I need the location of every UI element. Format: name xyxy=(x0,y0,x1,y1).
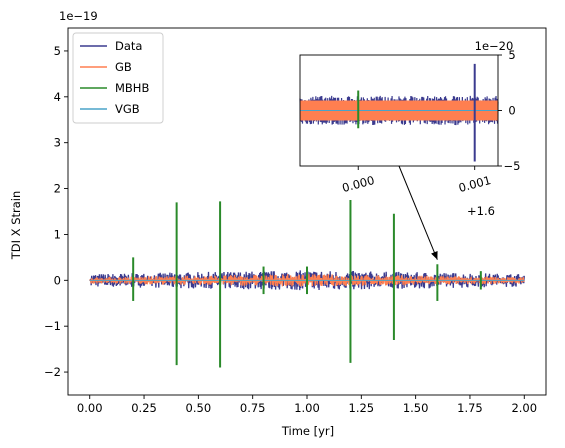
y-tick-label-5: 3 xyxy=(54,136,61,150)
x-tick-label-1: 0.25 xyxy=(131,401,157,415)
inset-y-offset-text: 1e−20 xyxy=(475,39,514,53)
x-tick-label-0: 0.00 xyxy=(77,401,103,415)
inset-plot: −5 0 51e−20 0.000 0.001 +1.6 xyxy=(299,39,521,218)
inset-y-tick-label-0: −5 xyxy=(504,159,521,173)
y-tick-label-3: 1 xyxy=(54,227,61,241)
arrow-head xyxy=(431,250,438,260)
y-tick-label-1: −1 xyxy=(44,319,61,333)
legend-frame xyxy=(72,32,164,124)
inset-arrow xyxy=(398,165,438,260)
inset-x-offset-text: +1.6 xyxy=(467,204,495,218)
x-axis-label: Time [yr] xyxy=(281,424,334,438)
y-axis-label: TDI X Strain xyxy=(9,191,23,261)
y-tick-label-7: 5 xyxy=(54,44,61,58)
legend-label-vgb: VGB xyxy=(115,102,140,116)
y-tick-label-0: −2 xyxy=(44,365,61,379)
x-tick-label-5: 1.25 xyxy=(349,401,375,415)
main-plot-area xyxy=(89,200,525,368)
x-tick-label-6: 1.50 xyxy=(403,401,429,415)
x-tick-label-2: 0.50 xyxy=(186,401,212,415)
x-tick-label-3: 0.75 xyxy=(240,401,266,415)
legend: Data GB MBHB VGB xyxy=(72,32,164,124)
x-tick-label-8: 2.00 xyxy=(511,401,537,415)
inset-x-tick-label-1: 0.001 xyxy=(457,173,492,195)
legend-label-data: Data xyxy=(115,39,142,53)
x-tick-label-7: 1.75 xyxy=(457,401,483,415)
legend-label-mbhb: MBHB xyxy=(115,81,149,95)
y-tick-label-6: 4 xyxy=(54,90,61,104)
inset-y-tick-label-1: 0 xyxy=(508,104,515,118)
legend-label-gb: GB xyxy=(115,60,132,74)
y-offset-text: 1e−19 xyxy=(59,9,98,23)
inset-x-tick-label-0: 0.000 xyxy=(341,173,376,195)
inset-y-tick-label-2: 5 xyxy=(508,48,515,62)
x-tick-label-4: 1.00 xyxy=(294,401,320,415)
y-tick-label-4: 2 xyxy=(54,182,61,196)
y-tick-label-2: 0 xyxy=(54,273,61,287)
main-axes: 0.00 0.25 0.50 0.75 1.00 1.25 1.50 1.75 2.00 −2 −1… xyxy=(44,27,547,415)
arrow-line xyxy=(398,165,438,260)
